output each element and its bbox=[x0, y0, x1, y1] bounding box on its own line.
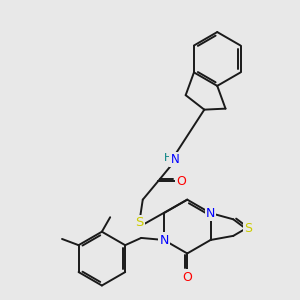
Text: O: O bbox=[176, 175, 186, 188]
Text: S: S bbox=[244, 222, 252, 235]
Text: N: N bbox=[170, 153, 179, 166]
Text: S: S bbox=[136, 216, 144, 229]
Text: N: N bbox=[159, 233, 169, 247]
Text: H: H bbox=[164, 153, 172, 163]
Text: N: N bbox=[206, 207, 215, 220]
Text: O: O bbox=[182, 271, 192, 284]
